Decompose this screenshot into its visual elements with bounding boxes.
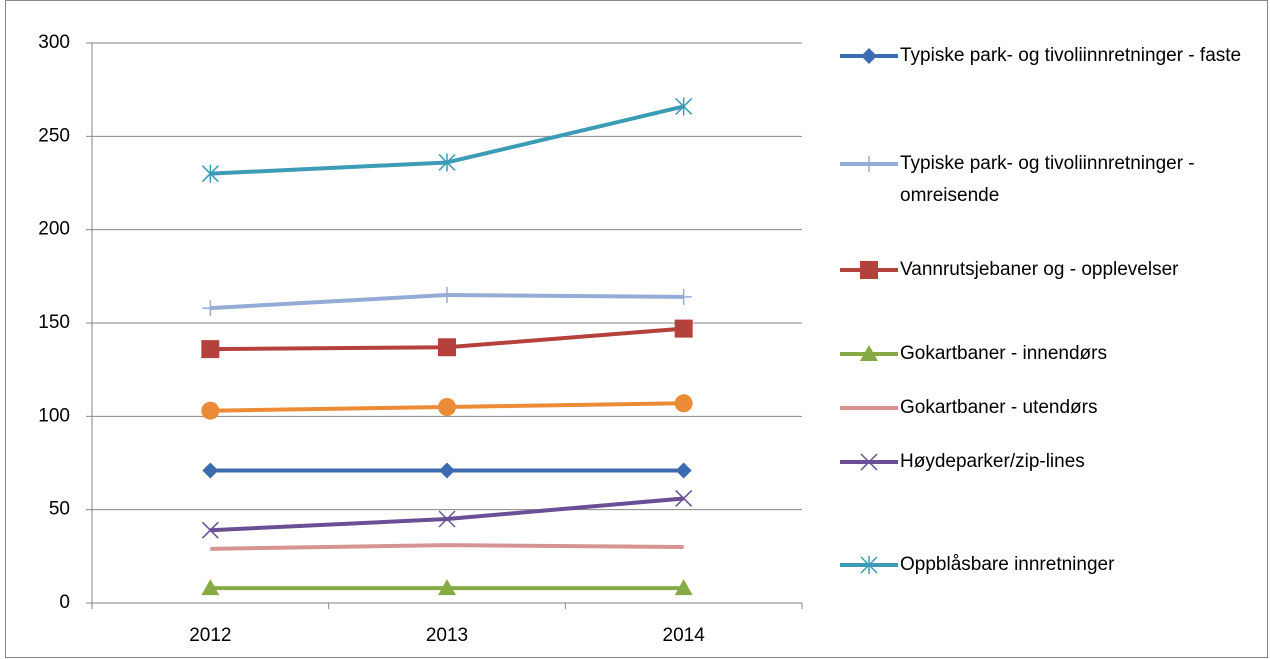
legend-label: Gokartbaner - innendørs [900, 343, 1107, 364]
marker [860, 453, 878, 471]
marker [201, 401, 220, 420]
marker [675, 97, 693, 116]
marker-shape [439, 462, 455, 479]
marker-shape [201, 164, 219, 183]
marker-shape [674, 394, 693, 413]
marker [438, 153, 456, 172]
marker-shape [202, 300, 219, 317]
marker [674, 394, 693, 413]
marker-shape [438, 398, 456, 416]
y-tick-label: 250 [38, 125, 70, 146]
y-tick-label: 300 [38, 32, 70, 53]
legend-label: Vannrutsjebaner og - opplevelser [900, 259, 1179, 280]
marker [674, 579, 693, 596]
marker-shape [201, 401, 220, 420]
marker [201, 579, 220, 596]
y-tick-label: 0 [59, 592, 70, 613]
marker-shape [860, 261, 878, 279]
legend-label: Gokartbaner - utendørs [900, 397, 1098, 418]
marker [202, 462, 219, 479]
marker-shape [675, 489, 693, 507]
marker-shape [438, 338, 456, 357]
marker [438, 579, 456, 596]
marker [674, 319, 693, 338]
marker [439, 462, 455, 479]
marker-shape [438, 510, 456, 528]
marker-shape [860, 556, 878, 574]
marker [438, 510, 456, 528]
y-tick-label: 150 [38, 312, 70, 333]
marker-shape [439, 287, 455, 303]
marker-shape [675, 288, 692, 305]
legend-label: Typiske park- og tivoliinnretninger - om… [900, 153, 1195, 206]
marker [860, 261, 878, 279]
y-tick-label: 50 [49, 499, 70, 520]
marker-shape [438, 153, 456, 172]
series-line [210, 496, 684, 533]
marker [201, 340, 220, 359]
marker-shape [201, 340, 220, 359]
x-tick-label: 2014 [663, 625, 706, 646]
marker [201, 164, 219, 183]
marker [861, 48, 877, 64]
marker [439, 287, 455, 303]
marker [201, 521, 219, 539]
marker [675, 462, 692, 479]
marker [860, 345, 878, 361]
series-line [210, 543, 684, 551]
chart-border [5, 0, 1268, 658]
marker-shape [202, 462, 219, 479]
marker-shape [438, 579, 456, 596]
marker-shape [201, 521, 219, 539]
marker [438, 338, 456, 357]
marker [438, 398, 456, 416]
x-tick-label: 2012 [189, 625, 231, 646]
marker-shape [201, 579, 220, 596]
marker-shape [674, 579, 693, 596]
marker-shape [860, 345, 878, 361]
marker [860, 556, 878, 574]
marker-shape [861, 156, 877, 172]
y-tick-label: 200 [38, 219, 70, 240]
marker [861, 156, 877, 172]
marker-shape [675, 462, 692, 479]
marker [675, 489, 693, 507]
legend-label: Typiske park- og tivoliinnretninger - fa… [900, 45, 1242, 66]
legend-label: Oppblåsbare innretninger [900, 554, 1115, 575]
y-tick-label: 100 [38, 405, 70, 426]
marker-shape [860, 453, 878, 471]
marker-shape [675, 97, 693, 116]
x-tick-label: 2013 [426, 625, 468, 646]
marker-shape [674, 319, 693, 338]
marker [675, 288, 692, 305]
marker-shape [861, 48, 877, 64]
legend-label: Høydeparker/zip-lines [900, 451, 1085, 472]
marker [202, 300, 219, 317]
